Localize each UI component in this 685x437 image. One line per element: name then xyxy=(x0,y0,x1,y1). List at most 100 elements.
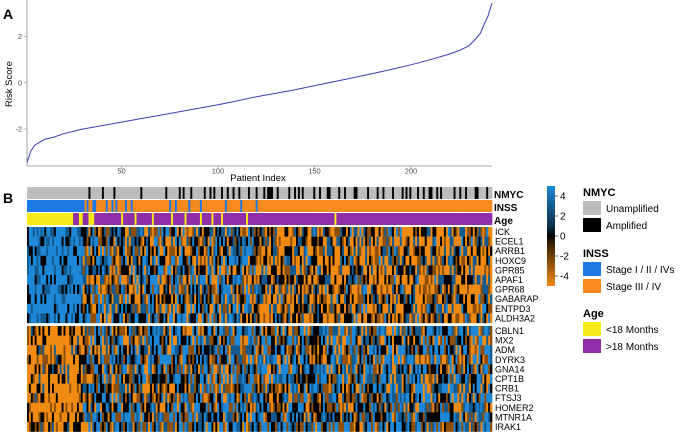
annotation-cell-age xyxy=(457,213,460,225)
heatmap-cell xyxy=(276,326,280,336)
heatmap-cell xyxy=(363,246,366,256)
heatmap-cell xyxy=(355,364,358,375)
heatmap-cell xyxy=(55,345,59,355)
heatmap-cell xyxy=(463,313,466,324)
heatmap-cell xyxy=(182,393,185,403)
heatmap-cell xyxy=(465,383,468,394)
heatmap-cell xyxy=(382,326,385,336)
heatmap-cell xyxy=(105,345,109,355)
heatmap-cell xyxy=(490,326,493,336)
heatmap-cell xyxy=(363,326,366,336)
heatmap-cell xyxy=(163,345,166,355)
heatmap-cell xyxy=(426,294,429,304)
heatmap-cell xyxy=(467,236,470,247)
heatmap-cell xyxy=(71,246,74,256)
heatmap-cell xyxy=(36,313,39,324)
heatmap-cell xyxy=(399,275,403,285)
heatmap-cell xyxy=(342,364,345,375)
heatmap-cell xyxy=(317,284,320,295)
heatmap-cell xyxy=(253,294,257,304)
heatmap-cell xyxy=(249,354,253,365)
heatmap-cell xyxy=(449,345,452,355)
heatmap-cell xyxy=(407,313,410,324)
annotation-cell-nmyc xyxy=(286,187,289,199)
heatmap-cell xyxy=(71,345,74,355)
annotation-cell-age xyxy=(125,213,128,225)
heatmap-cell xyxy=(101,284,105,295)
heatmap-cell xyxy=(442,354,445,365)
heatmap-cell xyxy=(125,383,128,394)
heatmap-cell xyxy=(424,303,428,314)
heatmap-cell xyxy=(490,383,493,394)
heatmap-cell xyxy=(167,236,170,247)
heatmap-cell xyxy=(203,303,207,314)
heatmap-cell xyxy=(367,294,370,304)
heatmap-cell xyxy=(472,345,476,355)
heatmap-cell xyxy=(280,383,283,394)
heatmap-cell xyxy=(213,364,216,375)
heatmap-cell xyxy=(467,326,470,336)
heatmap-cell xyxy=(203,313,207,324)
annotation-cell-age xyxy=(57,213,61,225)
heatmap-cell xyxy=(292,265,295,276)
heatmap-cell xyxy=(488,236,491,247)
heatmap-cell xyxy=(103,236,107,247)
annotation-cell-nmyc xyxy=(292,187,295,199)
heatmap-cell xyxy=(340,265,343,276)
heatmap-cell xyxy=(207,303,210,314)
heatmap-cell xyxy=(105,335,109,346)
heatmap-cell xyxy=(121,265,124,276)
heatmap-cell xyxy=(338,294,341,304)
heatmap-cell xyxy=(176,236,180,247)
heatmap-cell xyxy=(263,335,266,346)
annotation-cell-inss xyxy=(459,200,462,212)
heatmap-cell xyxy=(176,326,180,336)
heatmap-cell xyxy=(46,335,49,346)
heatmap-cell xyxy=(297,383,301,394)
heatmap-cell xyxy=(96,354,99,365)
heatmap-cell xyxy=(130,313,134,324)
heatmap-cell xyxy=(196,227,199,237)
heatmap-cell xyxy=(121,303,124,314)
heatmap-cell xyxy=(247,303,251,314)
heatmap-cell xyxy=(27,284,30,295)
heatmap-cell xyxy=(103,364,107,375)
heatmap-cell xyxy=(315,227,318,237)
heatmap-cell xyxy=(119,284,122,295)
heatmap-cell xyxy=(436,335,439,346)
heatmap-cell xyxy=(30,383,34,394)
annotation-cell-inss xyxy=(42,200,45,212)
annotation-cell-age xyxy=(203,213,207,225)
heatmap-cell xyxy=(459,345,462,355)
heatmap-cell xyxy=(345,364,349,375)
heatmap-cell xyxy=(149,227,153,237)
heatmap-cell xyxy=(28,393,32,403)
heatmap-cell xyxy=(149,383,153,394)
heatmap-cell xyxy=(463,294,466,304)
heatmap-cell xyxy=(228,255,232,266)
annotation-cell-nmyc xyxy=(459,187,462,199)
heatmap-cell xyxy=(261,364,264,375)
heatmap-cell xyxy=(415,313,418,324)
heatmap-cell xyxy=(90,383,93,394)
annotation-cell-age xyxy=(445,213,449,225)
heatmap-cell xyxy=(38,383,41,394)
heatmap-cell xyxy=(201,246,205,256)
heatmap-cell xyxy=(40,236,43,247)
heatmap-cell xyxy=(184,335,187,346)
heatmap-cell xyxy=(430,236,433,247)
heatmap-cell xyxy=(126,354,130,365)
heatmap-cell xyxy=(155,364,159,375)
heatmap-cell xyxy=(334,294,337,304)
heatmap-cell xyxy=(296,313,299,324)
heatmap-cell xyxy=(484,383,487,394)
heatmap-cell xyxy=(288,345,291,355)
heatmap-cell xyxy=(244,345,247,355)
annotation-cell-age xyxy=(249,213,253,225)
heatmap-cell xyxy=(69,354,72,365)
heatmap-cell xyxy=(476,326,479,336)
heatmap-cell xyxy=(242,246,245,256)
heatmap-cell xyxy=(69,313,72,324)
heatmap-cell xyxy=(347,303,351,314)
annotation-cell-inss xyxy=(92,200,95,212)
